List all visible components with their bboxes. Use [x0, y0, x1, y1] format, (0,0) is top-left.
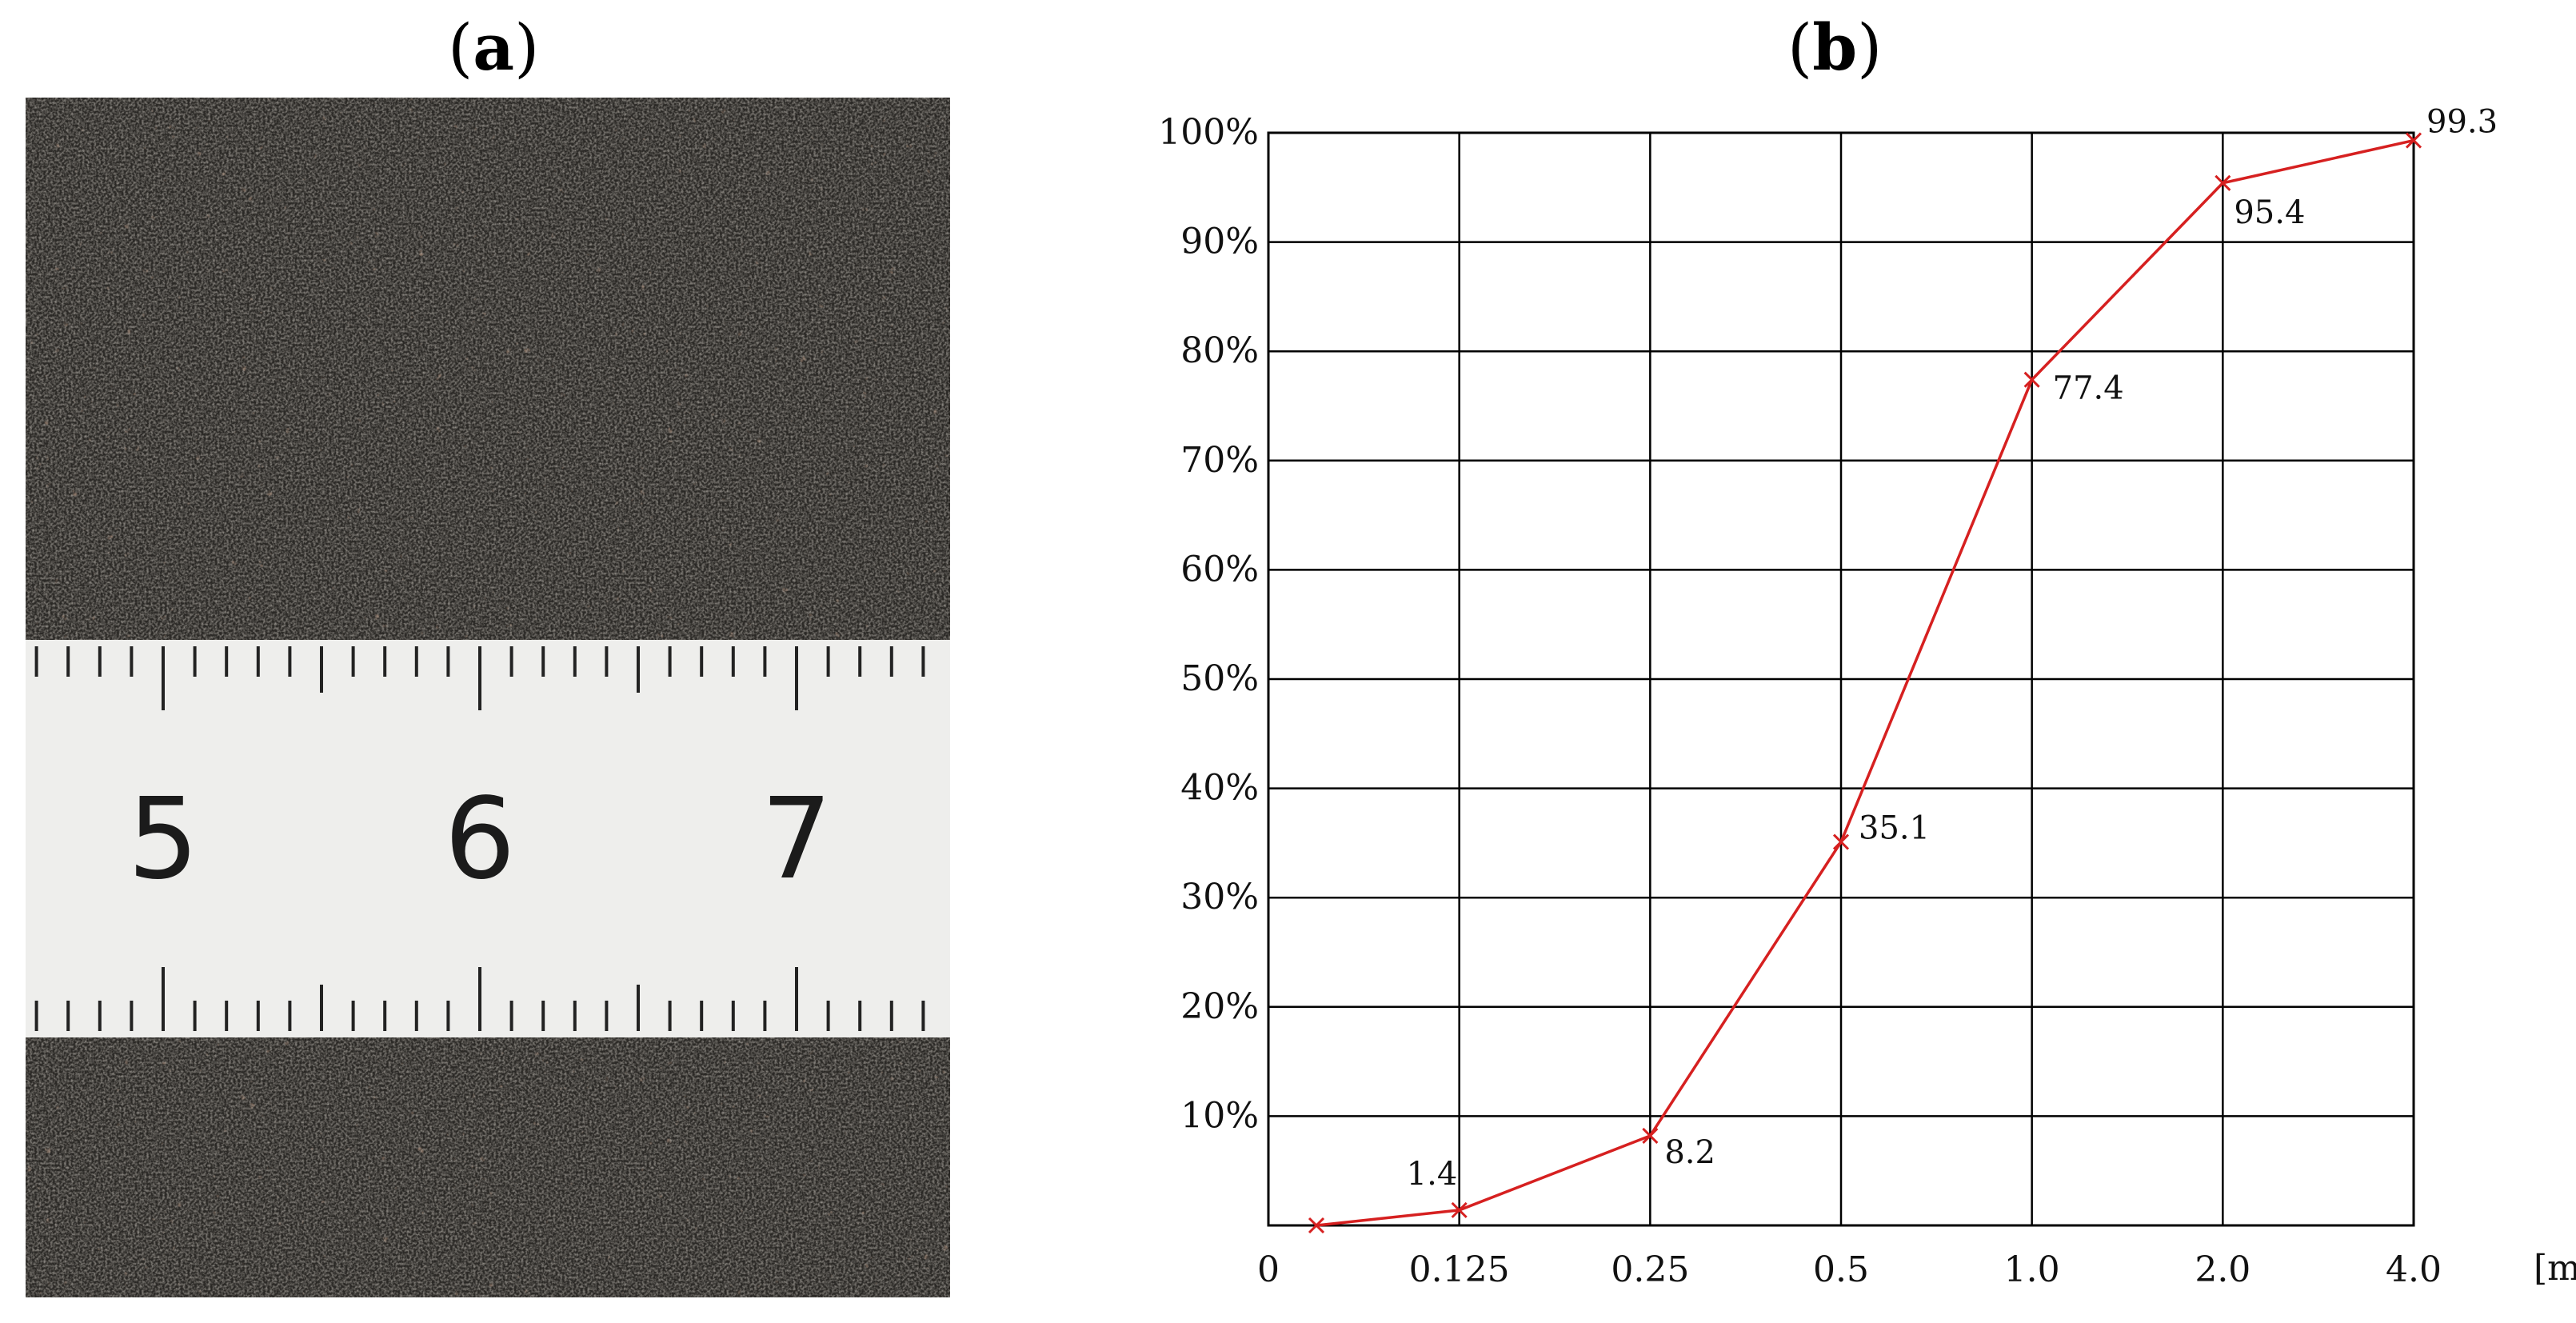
panel-label-a-letter: a: [473, 10, 515, 85]
data-label: 1.4: [1407, 1156, 1458, 1193]
ruler-number-7: 7: [761, 774, 832, 905]
ruler-ticks: [34, 646, 925, 1031]
data-label: 95.4: [2234, 194, 2305, 231]
x-tick-label: 0.25: [1611, 1249, 1689, 1290]
x-tick-label: 2.0: [2195, 1249, 2251, 1290]
data-markers: [1308, 132, 2422, 1234]
x-tick-label: 0: [1257, 1249, 1280, 1290]
sand-top: [26, 98, 950, 640]
data-point-marker: [1832, 833, 1850, 850]
data-point-marker: [2023, 371, 2040, 388]
sand-bottom: [26, 1037, 950, 1297]
x-unit-label: [mm]: [2534, 1248, 2576, 1289]
series-line: [1316, 138, 2414, 1227]
data-label: 77.4: [2053, 370, 2124, 407]
data-point-marker: [1642, 1127, 1659, 1145]
y-tick-label: 40%: [1180, 768, 1259, 809]
panel-label-a: (a): [448, 10, 540, 85]
data-label: 8.2: [1664, 1134, 1715, 1171]
chart-grid: [1267, 131, 2415, 1227]
y-tick-labels: 10% 20% 30% 40% 50% 60% 70% 80% 90% 100%: [1158, 112, 1259, 1136]
x-tick-label: 1.0: [2004, 1249, 2060, 1290]
panel-label-b-letter: b: [1812, 10, 1858, 85]
x-tick-label: 0.5: [1813, 1249, 1869, 1290]
y-tick-label: 20%: [1180, 986, 1259, 1027]
sand-photo: 5 6 7: [26, 98, 950, 1297]
y-tick-label: 50%: [1180, 658, 1259, 699]
data-point-marker: [1451, 1201, 1468, 1218]
x-tick-labels: 0 0.125 0.25 0.5 1.0 2.0 4.0: [1257, 1249, 2442, 1290]
data-label: 35.1: [1859, 810, 1930, 847]
data-point-marker: [2215, 174, 2231, 191]
x-tick-label: 4.0: [2386, 1249, 2442, 1290]
data-point-marker: [1308, 1217, 1325, 1234]
y-tick-label: 100%: [1158, 112, 1259, 153]
y-tick-label: 30%: [1180, 877, 1259, 917]
x-tick-label: 0.125: [1409, 1249, 1510, 1290]
ruler: 5 6 7: [26, 640, 950, 1037]
data-labels: 1.4 8.2 35.1 77.4 95.4 99.3: [1407, 104, 2498, 1193]
data-label: 99.3: [2426, 104, 2498, 141]
panel-label-b: (b): [1787, 10, 1883, 85]
y-tick-label: 60%: [1180, 549, 1259, 590]
ruler-number-5: 5: [127, 774, 198, 905]
grain-size-chart: 10% 20% 30% 40% 50% 60% 70% 80% 90% 100% 0 0.125 0.…: [1158, 104, 2576, 1290]
ruler-number-6: 6: [444, 774, 515, 905]
y-tick-label: 80%: [1180, 330, 1259, 371]
y-tick-label: 90%: [1180, 222, 1259, 262]
y-tick-label: 70%: [1180, 440, 1259, 481]
y-tick-label: 10%: [1180, 1095, 1259, 1136]
data-point-marker: [2405, 132, 2422, 149]
